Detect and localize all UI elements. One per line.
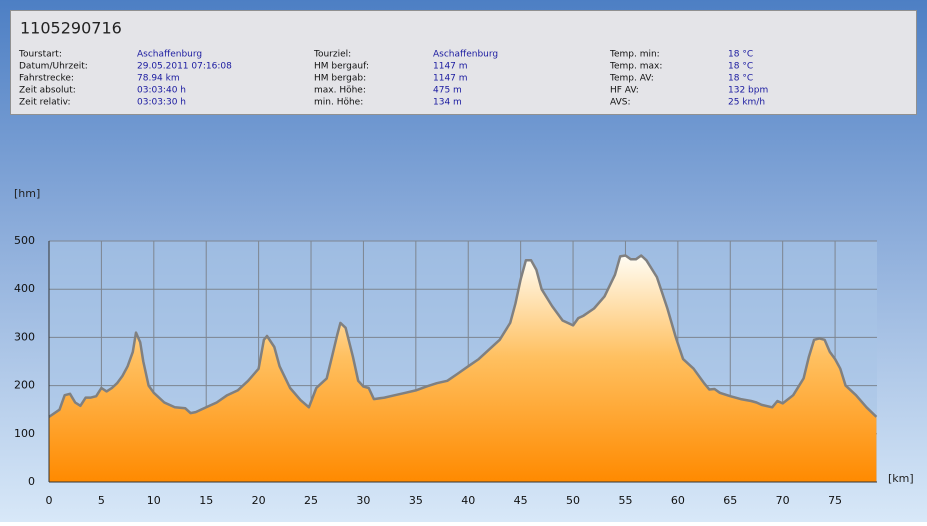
field-label: Temp. AV:: [609, 74, 654, 84]
field-label: Tourziel:: [313, 50, 351, 60]
x-tick-label: 15: [199, 494, 213, 507]
y-axis-label: [hm]: [14, 187, 40, 200]
field-label: min. Höhe:: [314, 98, 363, 108]
y-tick-label: 200: [14, 379, 35, 392]
x-tick-label: 70: [776, 494, 790, 507]
info-panel: [10, 10, 917, 115]
y-tick-label: 0: [28, 475, 35, 488]
x-tick-label: 35: [409, 494, 423, 507]
field-value: 1147 m: [433, 62, 468, 72]
y-tick-label: 500: [14, 234, 35, 247]
y-tick-label: 400: [14, 282, 35, 295]
x-tick-label: 40: [461, 494, 475, 507]
field-label: Temp. max:: [609, 62, 662, 72]
field-label: AVS:: [610, 98, 630, 108]
field-value: 78.94 km: [137, 74, 180, 84]
field-value: 132 bpm: [728, 86, 768, 96]
y-tick-label: 100: [14, 427, 35, 440]
field-label: Datum/Uhrzeit:: [19, 62, 88, 72]
x-tick-label: 65: [723, 494, 737, 507]
x-tick-label: 0: [46, 494, 53, 507]
x-tick-label: 5: [98, 494, 105, 507]
x-tick-label: 25: [304, 494, 318, 507]
x-tick-label: 45: [514, 494, 528, 507]
field-value: 18 °C: [728, 74, 753, 84]
field-label: Zeit absolut:: [19, 86, 76, 96]
field-label: Temp. min:: [609, 50, 660, 60]
x-tick-label: 50: [566, 494, 580, 507]
tour-title: 1105290716: [20, 19, 122, 38]
field-value: 03:03:40 h: [137, 86, 186, 96]
field-value: 134 m: [433, 98, 462, 108]
x-tick-label: 55: [618, 494, 632, 507]
field-label: Tourstart:: [18, 50, 62, 60]
field-value: 03:03:30 h: [137, 98, 186, 108]
field-label: HM bergab:: [314, 74, 366, 84]
field-value: 18 °C: [728, 50, 753, 60]
field-value: Aschaffenburg: [137, 50, 202, 60]
area: [49, 255, 877, 482]
field-label: HF AV:: [610, 86, 639, 96]
field-label: HM bergauf:: [314, 62, 369, 72]
x-tick-label: 20: [252, 494, 266, 507]
field-label: max. Höhe:: [314, 86, 366, 96]
field-value: 475 m: [433, 86, 462, 96]
x-tick-label: 60: [671, 494, 685, 507]
field-value: 29.05.2011 07:16:08: [137, 62, 232, 72]
y-tick-label: 300: [14, 330, 35, 343]
field-value: 25 km/h: [728, 98, 765, 108]
field-value: Aschaffenburg: [433, 50, 498, 60]
field-label: Zeit relativ:: [19, 98, 71, 108]
x-tick-label: 75: [828, 494, 842, 507]
field-value: 18 °C: [728, 62, 753, 72]
plot: [48, 240, 878, 483]
x-tick-label: 30: [356, 494, 370, 507]
x-axis-label: [km]: [888, 472, 914, 485]
x-tick-label: 10: [147, 494, 161, 507]
info-fields: Tourstart: Aschaffenburg Datum/Uhrzeit: 29.…: [18, 50, 768, 108]
profile-line: [48, 254, 878, 418]
field-value: 1147 m: [433, 74, 468, 84]
field-label: Fahrstrecke:: [19, 74, 74, 84]
